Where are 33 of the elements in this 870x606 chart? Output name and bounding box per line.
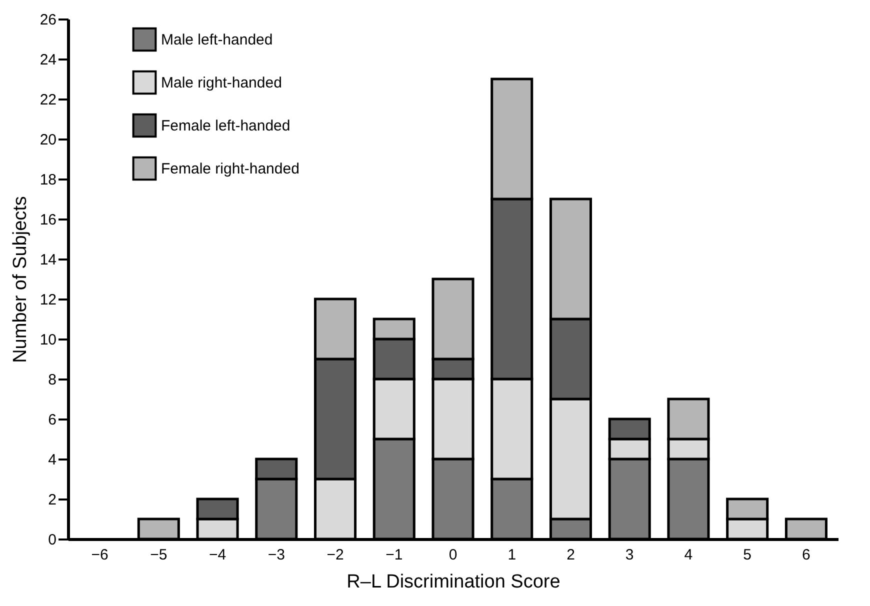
y-tick-label: 24 (40, 52, 56, 68)
x-tick-label: 3 (625, 546, 634, 564)
y-tick-label: 20 (40, 132, 56, 148)
y-tick-label: 0 (48, 532, 56, 548)
y-tick-label: 14 (40, 252, 56, 268)
y-tick-label: 6 (48, 412, 56, 428)
x-tick-label: 6 (802, 546, 810, 564)
x-tick-label: 2 (566, 546, 575, 564)
y-tick-label: 4 (48, 452, 56, 468)
x-axis-title: R–L Discrimination Score (346, 572, 560, 592)
legend-label: Female right-handed (161, 160, 300, 178)
y-axis-title: Number of Subjects (10, 196, 31, 363)
x-tick-label: 5 (743, 546, 752, 564)
legend-label: Male right-handed (161, 74, 282, 92)
y-tick-label: 8 (48, 372, 56, 388)
y-tick-label: 2 (48, 492, 56, 508)
y-tick-label: 26 (40, 12, 56, 28)
y-tick-label: 10 (40, 332, 56, 348)
x-tick-label: −1 (386, 546, 403, 564)
y-tick-label: 16 (40, 212, 56, 228)
x-tick-label: −2 (326, 546, 344, 564)
x-tick-label: 0 (448, 546, 458, 564)
y-tick-label: 12 (40, 292, 56, 308)
x-tick-label: −3 (268, 546, 285, 564)
x-tick-label: 4 (684, 546, 693, 564)
x-tick-label: −6 (91, 546, 108, 564)
y-tick-label: 22 (40, 92, 56, 108)
x-tick-label: −5 (150, 546, 168, 564)
legend-label: Female left-handed (161, 118, 290, 134)
legend-label: Male left-handed (161, 32, 273, 48)
x-tick-label: 1 (508, 546, 516, 564)
x-tick-label: −4 (208, 546, 226, 564)
y-tick-label: 18 (40, 172, 56, 188)
